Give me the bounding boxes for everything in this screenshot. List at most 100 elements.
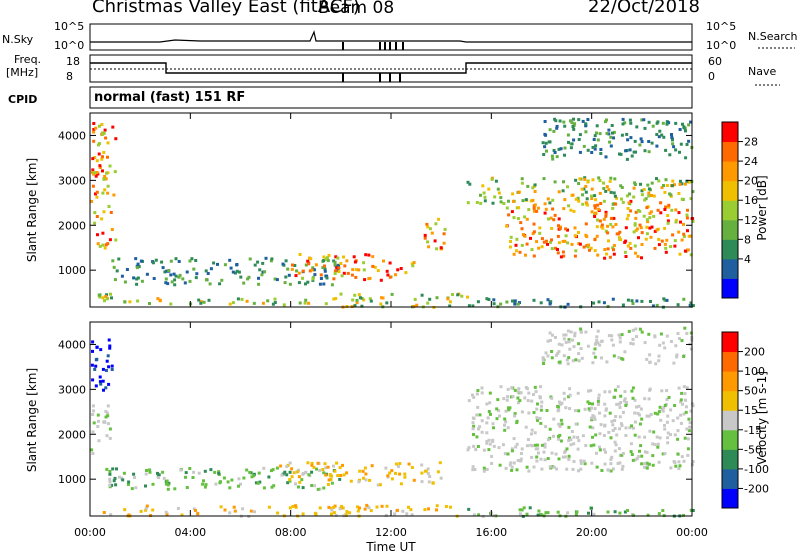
velocity-cell: [127, 480, 131, 484]
velocity-cell: [541, 358, 545, 362]
xtick-label: 12:00: [375, 526, 407, 539]
velocity-cell: [338, 477, 342, 481]
power-cell: [571, 125, 575, 128]
power-cell: [649, 235, 653, 239]
velocity-cell: [504, 466, 508, 470]
velocity-cell: [596, 329, 600, 333]
power-cell: [101, 231, 105, 235]
velocity-cell: [595, 339, 599, 343]
power-cell: [644, 237, 648, 241]
velocity-cell: [624, 434, 628, 437]
power-cell: [483, 195, 487, 199]
velocity-cell: [120, 476, 124, 480]
power-cell: [572, 209, 576, 213]
velocity-cell: [657, 410, 661, 414]
power-colorbar-tick-label: 20: [744, 175, 758, 188]
velocity-cell: [428, 475, 432, 478]
velocity-cell: [516, 396, 520, 400]
power-cell: [608, 255, 612, 259]
velocity-cell: [621, 410, 625, 414]
power-cell: [181, 277, 185, 281]
power-cell: [339, 262, 343, 265]
velocity-cell: [595, 451, 598, 455]
power-cell: [172, 272, 176, 276]
power-cell: [521, 199, 525, 203]
power-cell: [629, 136, 633, 140]
velocity-cell: [326, 483, 330, 486]
power-cell: [135, 282, 139, 286]
power-colorbar-tick-label: 24: [744, 155, 758, 168]
power-cell: [574, 197, 578, 201]
velocity-cell: [607, 334, 611, 338]
power-cell: [499, 196, 503, 200]
velocity-cell: [558, 402, 562, 406]
power-cell: [673, 183, 676, 187]
velocity-cell: [613, 427, 617, 431]
velocity-cell: [556, 409, 560, 413]
velocity-cell: [679, 398, 683, 402]
power-cell: [578, 177, 582, 181]
velocity-cell: [673, 433, 677, 437]
velocity-cell: [573, 331, 577, 335]
velocity-cell: [223, 508, 227, 512]
velocity-cell: [638, 413, 642, 417]
power-cell: [658, 129, 662, 133]
power-cell: [623, 240, 627, 244]
power-cell: [674, 220, 678, 224]
power-cell: [507, 213, 511, 217]
velocity-cell: [107, 382, 111, 386]
power-cell: [194, 276, 198, 280]
velocity-cell: [671, 419, 675, 423]
power-cell: [604, 229, 608, 233]
power-cell: [562, 180, 565, 184]
velocity-cell: [363, 466, 367, 470]
power-colorbar-swatch: [722, 200, 738, 221]
power-cell: [597, 207, 601, 211]
velocity-cell: [133, 476, 137, 479]
beam-label: Beam 08: [318, 0, 395, 18]
power-cell: [399, 267, 403, 270]
power-cell: [651, 304, 655, 308]
power-cell: [112, 193, 116, 197]
velocity-cell: [541, 356, 545, 360]
power-cell: [635, 227, 639, 231]
power-cell: [639, 226, 643, 230]
power-cell: [597, 300, 601, 304]
power-cell: [618, 236, 621, 240]
velocity-cell: [258, 480, 262, 484]
velocity-cell: [563, 450, 567, 454]
power-cell: [548, 128, 552, 132]
power-cell: [581, 193, 585, 197]
power-cell: [253, 263, 257, 267]
velocity-cell: [249, 509, 253, 513]
velocity-cell: [631, 426, 635, 430]
power-cell: [460, 294, 464, 298]
velocity-cell: [560, 422, 564, 426]
velocity-cell: [323, 462, 327, 466]
power-cell: [594, 198, 598, 202]
power-cell: [523, 215, 527, 219]
power-cell: [648, 216, 652, 220]
power-cell: [612, 191, 616, 195]
power-cell: [426, 301, 430, 305]
power-cell: [351, 268, 355, 272]
velocity-cell: [173, 487, 177, 491]
velocity-cell: [476, 405, 480, 409]
velocity-cell: [285, 473, 289, 477]
power-cell: [593, 215, 597, 218]
power-cell: [139, 259, 143, 263]
velocity-cell: [513, 388, 517, 392]
velocity-cell: [661, 452, 665, 456]
velocity-cell: [226, 480, 230, 484]
power-cell: [335, 266, 339, 270]
velocity-cell: [613, 440, 617, 444]
power-cell: [269, 259, 273, 263]
power-cell: [101, 296, 105, 300]
power-cell: [114, 238, 118, 242]
velocity-cell: [688, 421, 692, 425]
velocity-cell: [472, 444, 476, 448]
power-cell: [342, 255, 345, 259]
velocity-cell: [544, 511, 548, 515]
velocity-cell: [449, 505, 452, 509]
velocity-cell: [558, 433, 562, 437]
